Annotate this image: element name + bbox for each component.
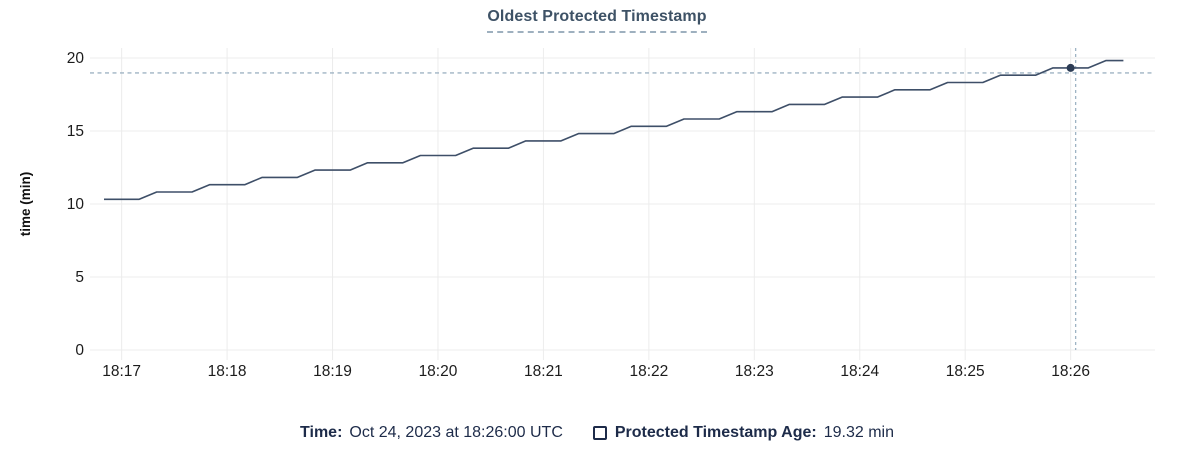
x-tick-label: 18:22 — [629, 363, 668, 380]
x-tick-label: 18:20 — [419, 363, 458, 380]
oldest-protected-timestamp-chart[interactable]: 0 5 10 15 20 18:17 18:18 18:19 18:20 18:21 18:22 18… — [0, 0, 1194, 402]
x-tick-label: 18:25 — [946, 363, 985, 380]
y-tick-label: 0 — [75, 342, 84, 359]
y-tick-label: 20 — [67, 50, 85, 67]
x-tick-label: 18:18 — [208, 363, 247, 380]
y-tick-label: 15 — [67, 123, 84, 140]
legend-time-group: Time: Oct 24, 2023 at 18:26:00 UTC — [300, 424, 563, 442]
x-tick-label: 18:17 — [102, 363, 141, 380]
x-tick-label: 18:19 — [313, 363, 352, 380]
chart-title-row: Oldest Protected Timestamp — [0, 8, 1194, 33]
y-tick-label: 10 — [67, 196, 85, 213]
hover-point-dot — [1066, 63, 1075, 72]
x-tick-label: 18:24 — [840, 363, 879, 380]
x-tick-label: 18:21 — [524, 363, 563, 380]
y-axis-title: time (min) — [18, 172, 33, 237]
series-checkbox[interactable] — [592, 426, 607, 440]
legend-series-group: Protected Timestamp Age: 19.32 min — [592, 424, 894, 442]
x-tick-label: 18:23 — [735, 363, 774, 380]
series-line — [104, 59, 1124, 201]
x-tick-label: 18:26 — [1051, 363, 1090, 380]
y-tick-label: 5 — [75, 269, 84, 286]
legend-series-value: 19.32 min — [823, 424, 894, 441]
legend-time-value: Oct 24, 2023 at 18:26:00 UTC — [349, 424, 563, 441]
legend-time-label: Time: — [300, 424, 343, 441]
chart-legend: Time: Oct 24, 2023 at 18:26:00 UTC Prote… — [0, 424, 1194, 442]
legend-series-label: Protected Timestamp Age: — [614, 424, 817, 441]
chart-title[interactable]: Oldest Protected Timestamp — [487, 8, 707, 33]
